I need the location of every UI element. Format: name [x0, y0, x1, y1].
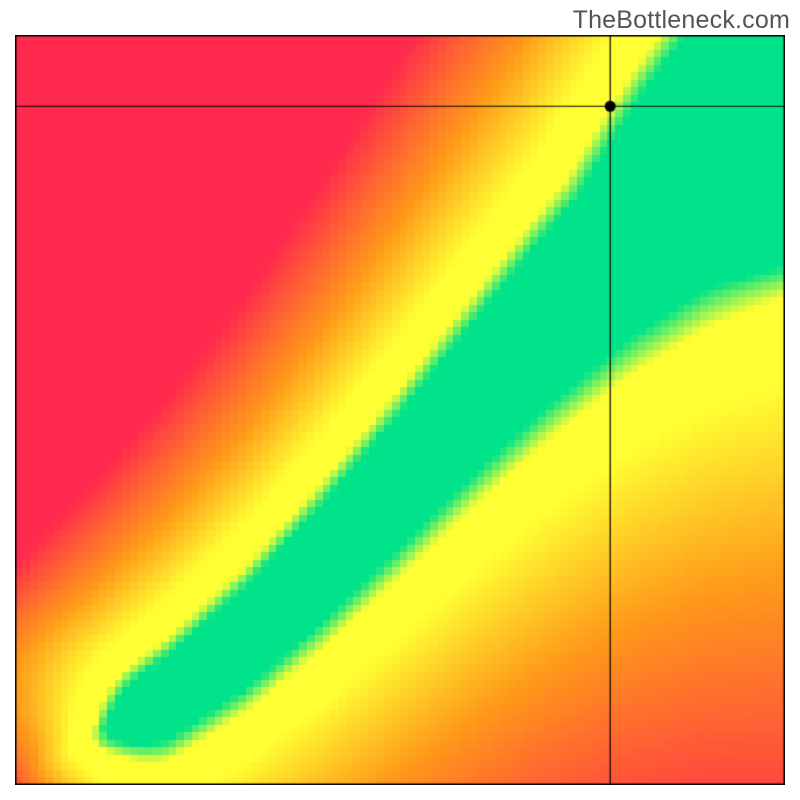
watermark-text: TheBottleneck.com	[573, 6, 790, 35]
bottleneck-heatmap	[15, 35, 785, 785]
